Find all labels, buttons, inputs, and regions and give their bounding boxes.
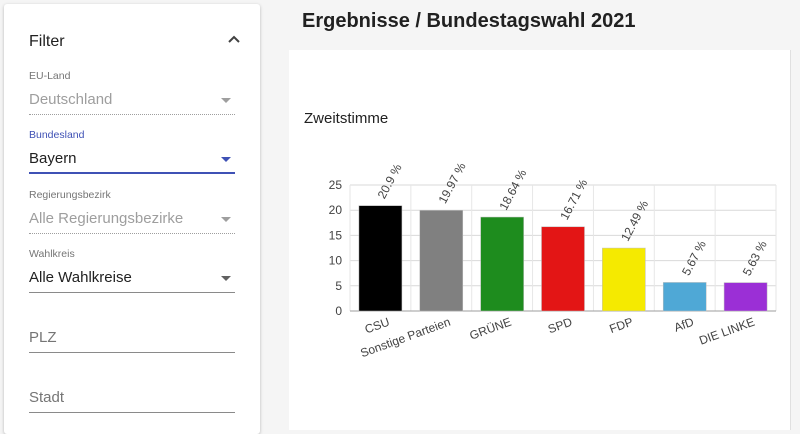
wahlkreis-select[interactable]: Wahlkreis Alle Wahlkreise	[29, 248, 235, 293]
bar-value-label: 16.71 %	[557, 176, 590, 222]
bar-sonstige-parteien	[419, 210, 464, 312]
bar-afd	[662, 282, 707, 312]
bar-fdp	[602, 247, 646, 312]
stadt-placeholder: Stadt	[29, 389, 65, 406]
plz-input[interactable]: PLZ	[29, 308, 235, 353]
bar-value-label: 12.49 %	[618, 198, 651, 244]
wahlkreis-value: Alle Wahlkreise	[29, 269, 132, 286]
plz-placeholder: PLZ	[29, 329, 57, 346]
regierungsbezirk-label: Regierungsbezirk	[29, 189, 111, 201]
y-tick-label: 5	[335, 279, 342, 293]
bar-value-label: 5.63 %	[740, 238, 770, 278]
x-tick-label: DIE LINKE	[697, 315, 756, 348]
bar-value-label: 5.67 %	[679, 238, 709, 278]
dropdown-arrow-icon	[221, 276, 231, 281]
plz-label	[29, 308, 235, 320]
bundesland-underline	[29, 172, 235, 174]
eu-land-underline	[29, 114, 235, 115]
dropdown-arrow-icon	[221, 98, 231, 103]
eu-land-label: EU-Land	[29, 70, 71, 82]
x-tick-label: GRÜNE	[468, 315, 514, 343]
bar-value-label: 20.9 %	[375, 161, 405, 201]
bar-value-label: 19.97 %	[436, 160, 469, 206]
y-tick-label: 0	[335, 304, 342, 318]
eu-land-select[interactable]: EU-Land Deutschland	[29, 70, 235, 115]
x-tick-label: AfD	[672, 315, 696, 335]
y-tick-label: 20	[329, 203, 343, 217]
stadt-input[interactable]: Stadt	[29, 368, 235, 413]
bar-die-linke	[723, 282, 768, 312]
bar-value-label: 18.64 %	[496, 167, 529, 213]
filter-panel: Filter EU-Land Deutschland Bundesland Ba…	[4, 4, 260, 434]
dropdown-arrow-icon	[221, 217, 231, 222]
plz-underline	[29, 352, 235, 353]
chart-subtitle: Zweitstimme	[304, 110, 389, 127]
regierungsbezirk-value: Alle Regierungsbezirke	[29, 210, 184, 227]
right-panel-edge	[790, 50, 800, 430]
y-tick-label: 25	[329, 178, 343, 192]
wahlkreis-label: Wahlkreis	[29, 248, 75, 260]
bar-spd	[541, 226, 585, 312]
filter-title: Filter	[29, 33, 65, 50]
dropdown-arrow-icon	[221, 157, 231, 162]
page-title: Ergebnisse / Bundestagswahl 2021	[302, 10, 636, 32]
stadt-label	[29, 368, 235, 380]
bar-grüne	[480, 216, 524, 312]
x-tick-label: FDP	[608, 315, 635, 336]
x-tick-label: SPD	[546, 315, 574, 337]
bundesland-select[interactable]: Bundesland Bayern	[29, 129, 235, 174]
y-tick-label: 15	[329, 228, 343, 242]
wahlkreis-underline	[29, 292, 235, 293]
stadt-underline	[29, 412, 235, 413]
bundesland-label: Bundesland	[29, 129, 85, 141]
eu-land-value: Deutschland	[29, 91, 113, 108]
regierungsbezirk-select[interactable]: Regierungsbezirk Alle Regierungsbezirke	[29, 189, 235, 234]
regierungsbezirk-underline	[29, 233, 235, 234]
chevron-up-icon[interactable]	[226, 31, 242, 47]
y-tick-label: 10	[329, 254, 343, 268]
bar-csu	[358, 205, 403, 312]
bundesland-value: Bayern	[29, 150, 77, 167]
x-tick-label: CSU	[363, 315, 392, 337]
